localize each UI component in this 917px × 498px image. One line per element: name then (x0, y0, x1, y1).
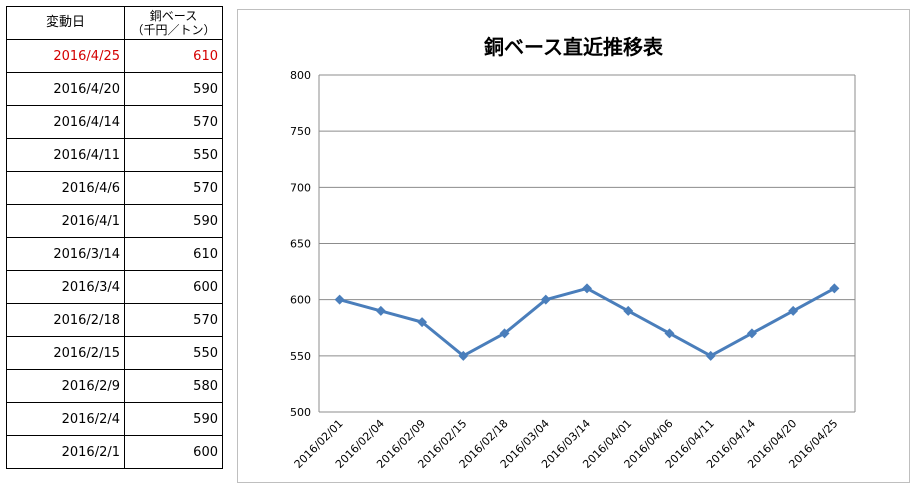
data-point-marker (705, 350, 716, 361)
row-price: 580 (124, 369, 223, 403)
data-point-marker (417, 317, 428, 328)
data-point-marker (664, 328, 675, 339)
data-point-marker (746, 328, 757, 339)
row-price: 550 (124, 138, 223, 172)
row-price: 610 (124, 237, 223, 271)
row-price: 590 (124, 204, 223, 238)
data-point-marker (375, 305, 386, 316)
row-price: 570 (124, 303, 223, 337)
y-tick-label: 650 (290, 238, 311, 251)
table-row: 2016/2/9 580 (6, 369, 223, 403)
data-point-marker (788, 305, 799, 316)
price-table: 変動日 銅ベース （千円／トン） 2016/4/25 610 2016/4/20 59… (6, 6, 223, 469)
table-row: 2016/2/18 570 (6, 303, 223, 337)
table-row: 2016/3/4 600 (6, 270, 223, 304)
y-tick-label: 700 (290, 181, 311, 194)
row-date: 2016/2/9 (6, 369, 125, 403)
row-price: 610 (124, 39, 223, 73)
table-row: 2016/4/25 610 (6, 39, 223, 73)
row-date: 2016/4/25 (6, 39, 125, 73)
row-price: 570 (124, 105, 223, 139)
y-tick-label: 750 (290, 125, 311, 138)
table-row: 2016/3/14 610 (6, 237, 223, 271)
row-date: 2016/4/6 (6, 171, 125, 205)
row-price: 600 (124, 435, 223, 469)
y-tick-label: 800 (290, 69, 311, 82)
header-price-line1: 銅ベース (149, 9, 198, 23)
table-row: 2016/4/6 570 (6, 171, 223, 205)
data-point-marker (458, 350, 469, 361)
chart-title: 銅ベース直近推移表 (484, 35, 663, 59)
table-row: 2016/2/4 590 (6, 402, 223, 436)
table-row: 2016/4/1 590 (6, 204, 223, 238)
data-point-marker (334, 294, 345, 305)
row-date: 2016/2/1 (6, 435, 125, 469)
row-date: 2016/2/15 (6, 336, 125, 370)
table-row: 2016/4/14 570 (6, 105, 223, 139)
row-price: 590 (124, 402, 223, 436)
data-point-marker (829, 283, 840, 294)
header-price: 銅ベース （千円／トン） (124, 6, 223, 40)
row-price: 570 (124, 171, 223, 205)
table-body: 変動日 銅ベース （千円／トン） 2016/4/25 610 2016/4/20 59… (6, 6, 223, 469)
table-header-row: 変動日 銅ベース （千円／トン） (6, 6, 223, 40)
row-date: 2016/4/14 (6, 105, 125, 139)
y-tick-label: 500 (290, 406, 311, 419)
row-date: 2016/4/20 (6, 72, 125, 106)
data-point-marker (540, 294, 551, 305)
row-date: 2016/4/11 (6, 138, 125, 172)
data-point-marker (623, 305, 634, 316)
header-price-line2: （千円／トン） (131, 23, 216, 37)
data-point-marker (582, 283, 592, 294)
y-tick-label: 550 (290, 350, 311, 363)
series-line (339, 286, 836, 358)
row-date: 2016/4/1 (6, 204, 125, 238)
row-date: 2016/3/4 (6, 270, 125, 304)
header-date: 変動日 (6, 6, 125, 40)
table-row: 2016/2/1 600 (6, 435, 223, 469)
table-row: 2016/4/11 550 (6, 138, 223, 172)
chart-area: 銅ベース直近推移表 500 550 600 650 700 750 800 2016/02/0… (237, 9, 910, 483)
data-point-marker (499, 328, 510, 339)
row-date: 2016/3/14 (6, 237, 125, 271)
row-price: 550 (124, 336, 223, 370)
row-date: 2016/2/18 (6, 303, 125, 337)
table-row: 2016/4/20 590 (6, 72, 223, 106)
row-price: 600 (124, 270, 223, 304)
line-chart: 5005506006507007508002016/02/012016/02/0… (290, 69, 856, 471)
y-tick-label: 600 (290, 294, 311, 307)
table-row: 2016/2/15 550 (6, 336, 223, 370)
row-date: 2016/2/4 (6, 402, 125, 436)
row-price: 590 (124, 72, 223, 106)
